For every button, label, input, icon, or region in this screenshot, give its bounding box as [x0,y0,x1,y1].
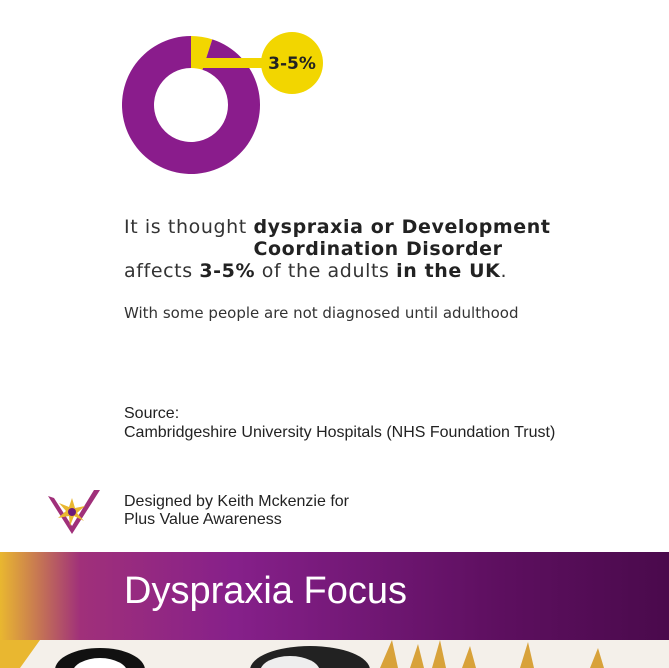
text-bold: dyspraxia or Development Coordination Di… [253,216,551,260]
text: of the adults [255,260,397,282]
credit: Designed by Keith Mckenzie for Plus Value… [124,493,349,529]
text-bold: 3-5% [199,260,256,282]
credit-line: Designed by Keith Mckenzie for [124,493,349,510]
statement: It is thought dyspraxia or Development C… [124,216,669,282]
text: . [500,260,508,282]
connector [200,58,270,68]
source-label: Source: [124,405,180,422]
credit-line: Plus Value Awareness [124,511,282,528]
donut-annotation: 3-5% [268,54,316,74]
donut-segment [191,36,213,70]
source-text: Cambridgeshire University Hospitals (NHS… [124,424,556,441]
banner-title: Dyspraxia Focus [124,570,407,612]
logo [48,490,100,534]
donut-segment [122,36,261,174]
text: It is thought [124,216,254,238]
decoration [0,640,669,668]
note: With some people are not diagnosed until… [124,304,519,322]
source: Source: Cambridgeshire University Hospita… [124,404,555,442]
text-bold: in the UK [396,260,501,282]
donut-chart: 3-5% [122,32,323,174]
label-bubble [261,32,323,94]
banner: Dyspraxia Focus [0,552,669,640]
text: affects [124,260,200,282]
